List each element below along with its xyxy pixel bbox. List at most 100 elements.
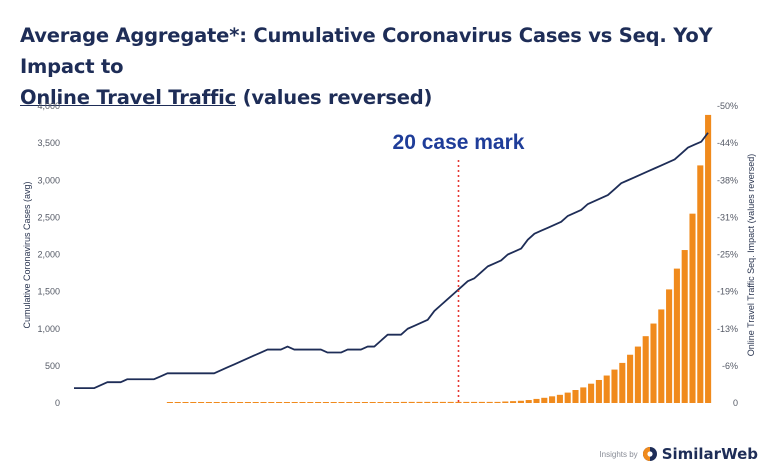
bar (432, 401, 439, 403)
bar (549, 396, 556, 403)
right-tick-label: 0 (733, 398, 738, 408)
bar (697, 165, 704, 403)
bar (447, 401, 454, 403)
bar (588, 383, 595, 403)
bar (517, 400, 524, 403)
bar (556, 394, 563, 403)
bar (533, 398, 540, 403)
bar (166, 402, 173, 403)
series-line (74, 132, 709, 390)
bar (330, 402, 337, 403)
bar (463, 401, 470, 403)
bar (237, 402, 244, 403)
bar (642, 336, 649, 404)
bar (190, 402, 197, 403)
bar (307, 402, 314, 403)
bar (338, 402, 345, 403)
bar (502, 401, 509, 403)
bar (564, 392, 571, 404)
footer-attribution: Insights by SimilarWeb (599, 445, 758, 463)
bar (525, 400, 532, 403)
right-axis-label: Online Travel Traffic Seq. Impact (value… (746, 154, 756, 356)
bar (408, 401, 415, 403)
right-tick-label: -38% (717, 175, 738, 185)
right-tick-label: -25% (717, 250, 738, 260)
left-tick-label: 3,500 (37, 138, 60, 148)
bar (673, 268, 680, 403)
chart-title: Average Aggregate*: Cumulative Coronavir… (20, 20, 760, 113)
bar (658, 309, 665, 403)
bar (424, 401, 431, 403)
bar (361, 402, 368, 403)
bar (299, 402, 306, 403)
bar-series-cases (166, 114, 712, 404)
bar (369, 402, 376, 403)
bar (221, 402, 228, 403)
right-tick-label: -50% (717, 101, 738, 111)
bar (603, 375, 610, 403)
bar (478, 401, 485, 403)
bar (494, 401, 501, 403)
annotation-layer: 20 case mark (393, 131, 525, 404)
bar (439, 401, 446, 403)
bar (174, 402, 181, 403)
insights-by-label: Insights by (599, 449, 638, 459)
title-link-online-travel-traffic[interactable]: Online Travel Traffic (20, 86, 237, 109)
bar (291, 402, 298, 403)
bar (541, 397, 548, 403)
bar (205, 402, 212, 403)
bar (322, 402, 329, 403)
bar (572, 390, 579, 403)
bar (634, 346, 641, 403)
bar (315, 402, 322, 403)
bar (486, 401, 493, 403)
left-tick-label: 4,000 (37, 101, 60, 111)
bar (650, 323, 657, 403)
bar (471, 401, 478, 403)
bar (510, 401, 517, 403)
bar (689, 213, 696, 403)
bar (252, 402, 259, 403)
bar (229, 402, 236, 403)
bar (611, 369, 618, 403)
left-tick-label: 0 (55, 398, 60, 408)
title-text-2: (values reversed) (236, 86, 433, 109)
bar (455, 401, 462, 403)
bar (393, 402, 400, 403)
right-tick-label: -13% (717, 324, 738, 334)
left-tick-label: 2,500 (37, 212, 60, 222)
right-tick-label: -19% (717, 287, 738, 297)
bar (595, 379, 602, 403)
bar (198, 402, 205, 403)
title-text-1: Average Aggregate*: Cumulative Coronavir… (20, 24, 713, 78)
bar (244, 402, 251, 403)
right-tick-label: -6% (722, 361, 738, 371)
bar (705, 114, 712, 403)
left-tick-label: 3,000 (37, 175, 60, 185)
axes-layer: 0 500 1,000 1,500 2,000 2,500 3,000 3,500 4,000 0… (22, 101, 756, 408)
bar (354, 402, 361, 403)
similarweb-brand[interactable]: SimilarWeb (661, 445, 758, 463)
left-tick-label: 1,000 (37, 324, 60, 334)
bar (276, 402, 283, 403)
annotation-label: 20 case mark (393, 131, 525, 154)
bar (213, 402, 220, 403)
line-series-traffic (74, 132, 709, 390)
bar (666, 289, 673, 403)
bar (681, 250, 688, 403)
bar (580, 387, 587, 403)
bar (619, 362, 626, 403)
left-tick-label: 1,500 (37, 287, 60, 297)
right-tick-label: -31% (717, 212, 738, 222)
similarweb-logo-icon (642, 447, 657, 461)
bar (182, 402, 189, 403)
bar (283, 402, 290, 403)
bar (346, 402, 353, 403)
left-tick-label: 2,000 (37, 250, 60, 260)
bar (377, 402, 384, 403)
right-tick-label: -44% (717, 138, 738, 148)
bar (400, 401, 407, 403)
left-tick-label: 500 (45, 361, 60, 371)
bar (260, 402, 267, 403)
